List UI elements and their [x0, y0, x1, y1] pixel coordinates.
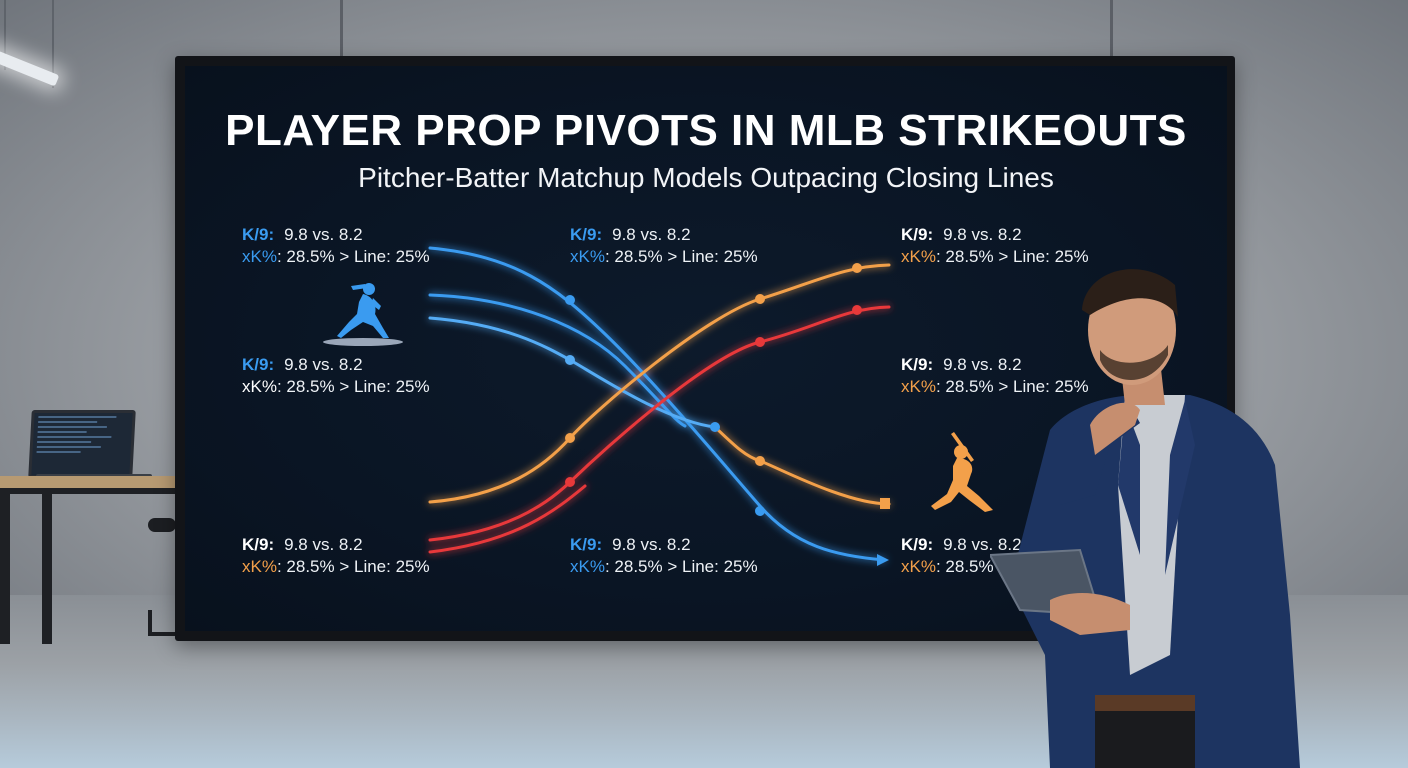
stat-block-center-top: K/9: 9.8 vs. 8.2 xK%: 28.5% > Line: 25% [570, 224, 758, 268]
k9-label: K/9: [242, 535, 275, 554]
matchup-chart [428, 246, 891, 566]
k9-value: 9.8 vs. 8.2 [612, 225, 691, 244]
xk-value: : 28.5% > Line: 25% [935, 247, 1089, 266]
xk-label: xK% [570, 247, 605, 266]
lamp-wire [52, 0, 54, 88]
xk-label: xK% [242, 377, 277, 396]
stat-block-left-bottom: K/9: 9.8 vs. 8.2 xK%: 28.5% > Line: 25% [242, 534, 430, 578]
analyst-person [990, 269, 1300, 768]
stat-block-left-top: K/9: 9.8 vs. 8.2 xK%: 28.5% > Line: 25% [242, 224, 430, 268]
wall-seam [340, 0, 343, 60]
page-title: PLAYER PROP PIVOTS IN MLB STRIKEOUTS [225, 106, 1187, 155]
desk-leg [0, 494, 10, 644]
xk-value: : 28.5% > Line: 25% [276, 247, 430, 266]
pitcher-icon [323, 283, 403, 346]
stat-block-right-top: K/9: 9.8 vs. 8.2 xK%: 28.5% > Line: 25% [901, 224, 1089, 268]
k9-value: 9.8 vs. 8.2 [943, 355, 1022, 374]
k9-value: 9.8 vs. 8.2 [284, 535, 363, 554]
k9-label: K/9: [901, 225, 934, 244]
k9-label: K/9: [242, 355, 275, 374]
k9-label: K/9: [901, 355, 934, 374]
k9-value: 9.8 vs. 8.2 [943, 225, 1022, 244]
k9-value: 9.8 vs. 8.2 [943, 535, 1022, 554]
office-chair-base [148, 610, 182, 636]
stat-block-right-middle: K/9: 9.8 vs. 8.2 xK%: 28.5% > Line: 25% [901, 354, 1089, 398]
stat-block-center-bottom: K/9: 9.8 vs. 8.2 xK%: 28.5% > Line: 25% [570, 534, 758, 578]
k9-label: K/9: [242, 225, 275, 244]
xk-label: xK% [901, 247, 936, 266]
xk-value: : 28.5% > Line: 25% [935, 377, 1089, 396]
lamp-wire [4, 0, 6, 70]
xk-value: : 28.5% > Line: 25% [276, 557, 430, 576]
xk-label: xK% [570, 557, 605, 576]
desk-leg [42, 494, 52, 644]
xk-value: : 28.5% > Line: 25% [604, 247, 758, 266]
k9-value: 9.8 vs. 8.2 [284, 355, 363, 374]
xk-label: xK% [242, 557, 277, 576]
k9-label: K/9: [901, 535, 934, 554]
k9-label: K/9: [570, 535, 603, 554]
xk-label: xK% [242, 247, 277, 266]
xk-label: xK% [901, 377, 936, 396]
xk-value: : 28.5% > Line: 25% [604, 557, 758, 576]
desk [0, 476, 176, 494]
wall-seam [1110, 0, 1113, 60]
xk-label: xK% [901, 557, 936, 576]
batter-icon [931, 432, 993, 512]
xk-value: : 28.5% > Line: 25% [276, 377, 430, 396]
k9-value: 9.8 vs. 8.2 [284, 225, 363, 244]
k9-value: 9.8 vs. 8.2 [612, 535, 691, 554]
office-chair [148, 518, 176, 532]
stat-block-left-middle: K/9: 9.8 vs. 8.2 xK%: 28.5% > Line: 25% [242, 354, 430, 398]
page-subtitle: Pitcher-Batter Matchup Models Outpacing … [358, 162, 1054, 193]
k9-label: K/9: [570, 225, 603, 244]
laptop-screen [28, 410, 136, 478]
